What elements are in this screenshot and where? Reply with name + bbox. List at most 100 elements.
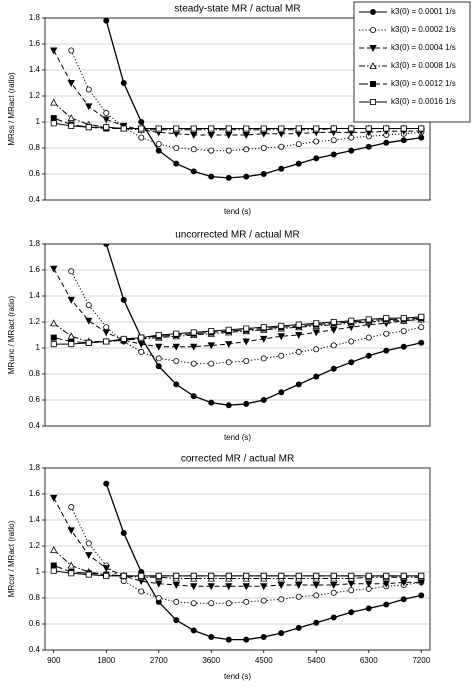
marker bbox=[50, 494, 58, 502]
marker bbox=[103, 18, 110, 24]
marker bbox=[225, 402, 232, 409]
marker bbox=[85, 552, 93, 560]
legend-label: k3(0) = 0.0001 1/s bbox=[391, 7, 456, 16]
marker bbox=[383, 572, 390, 579]
y-tick-label: 0.8 bbox=[29, 143, 41, 152]
series-line bbox=[53, 317, 422, 344]
series-line bbox=[53, 549, 422, 579]
marker bbox=[313, 346, 320, 353]
y-tick-label: 1.6 bbox=[29, 489, 41, 498]
marker bbox=[313, 592, 320, 599]
y-tick-label: 0.6 bbox=[29, 395, 41, 404]
marker bbox=[295, 381, 302, 388]
marker bbox=[365, 125, 372, 132]
marker bbox=[190, 600, 197, 607]
marker bbox=[155, 331, 162, 338]
y-tick-label: 1.4 bbox=[29, 291, 41, 300]
marker bbox=[260, 335, 268, 343]
marker bbox=[155, 572, 162, 579]
marker bbox=[313, 619, 320, 626]
marker bbox=[190, 146, 197, 153]
y-tick-label: 0.8 bbox=[29, 593, 41, 602]
marker bbox=[369, 8, 376, 15]
marker bbox=[365, 572, 372, 579]
marker bbox=[400, 596, 407, 603]
marker bbox=[278, 165, 285, 172]
marker bbox=[348, 317, 355, 324]
marker bbox=[383, 347, 390, 354]
marker bbox=[383, 139, 390, 146]
y-tick-label: 1.4 bbox=[29, 65, 41, 74]
marker bbox=[50, 120, 57, 127]
plot-frame bbox=[44, 243, 431, 427]
marker bbox=[173, 357, 180, 364]
marker bbox=[138, 134, 145, 141]
marker bbox=[383, 315, 390, 322]
marker bbox=[348, 609, 355, 616]
marker bbox=[208, 572, 215, 579]
marker bbox=[278, 572, 285, 579]
marker bbox=[400, 315, 407, 322]
series-line bbox=[53, 268, 422, 348]
marker bbox=[208, 399, 215, 406]
marker bbox=[138, 588, 145, 595]
marker bbox=[295, 125, 302, 132]
marker bbox=[348, 338, 355, 345]
marker bbox=[155, 580, 163, 588]
chart-title: steady-state MR / actual MR bbox=[174, 4, 300, 15]
marker bbox=[260, 634, 267, 641]
marker bbox=[312, 582, 320, 589]
marker bbox=[278, 125, 285, 132]
marker bbox=[103, 109, 110, 116]
series-line bbox=[53, 570, 422, 577]
marker bbox=[225, 600, 232, 607]
marker bbox=[369, 81, 376, 88]
marker bbox=[277, 582, 285, 589]
marker bbox=[120, 530, 127, 537]
marker bbox=[330, 151, 337, 158]
plot-frame bbox=[44, 467, 431, 651]
panel: corrected MR / actual MR 0.4 0.6 0.8 1 1.2 1.4… bbox=[7, 454, 431, 681]
marker bbox=[242, 583, 250, 591]
x-axis-label: tend (s) bbox=[224, 433, 251, 442]
marker bbox=[400, 137, 407, 144]
chart-title: corrected MR / actual MR bbox=[181, 454, 294, 465]
marker bbox=[418, 125, 425, 132]
marker bbox=[225, 341, 233, 349]
y-tick-label: 1.8 bbox=[29, 463, 41, 472]
marker bbox=[330, 365, 337, 372]
y-tick-label: 1.2 bbox=[29, 317, 41, 326]
marker bbox=[295, 348, 302, 355]
marker bbox=[295, 141, 302, 148]
y-tick-label: 1.4 bbox=[29, 515, 41, 524]
marker bbox=[243, 125, 250, 132]
marker bbox=[330, 342, 337, 349]
chart-title: uncorrected MR / actual MR bbox=[175, 230, 300, 241]
marker bbox=[68, 570, 75, 577]
y-axis-label: MRss / MRact (ratio) bbox=[7, 72, 16, 146]
marker bbox=[418, 324, 425, 331]
marker bbox=[173, 330, 180, 337]
y-tick-label: 1.8 bbox=[29, 13, 41, 22]
series-line bbox=[70, 506, 422, 604]
marker bbox=[67, 296, 75, 304]
x-tick-label: 6300 bbox=[360, 656, 378, 665]
marker bbox=[103, 324, 110, 331]
marker bbox=[242, 338, 250, 346]
legend-label: k3(0) = 0.0012 1/s bbox=[391, 79, 456, 88]
marker bbox=[208, 360, 215, 367]
marker bbox=[418, 339, 425, 346]
marker bbox=[50, 545, 58, 553]
marker bbox=[383, 330, 390, 337]
marker bbox=[260, 396, 267, 403]
series-line bbox=[53, 497, 422, 587]
marker bbox=[138, 348, 145, 355]
plot-area bbox=[50, 480, 425, 643]
x-tick-label: 3600 bbox=[202, 656, 220, 665]
y-tick-label: 1 bbox=[36, 343, 41, 352]
panel: uncorrected MR / actual MR 0.4 0.6 0.8 1 1.2 1… bbox=[7, 230, 431, 442]
marker bbox=[278, 596, 285, 603]
marker bbox=[102, 329, 110, 337]
marker bbox=[330, 572, 337, 579]
